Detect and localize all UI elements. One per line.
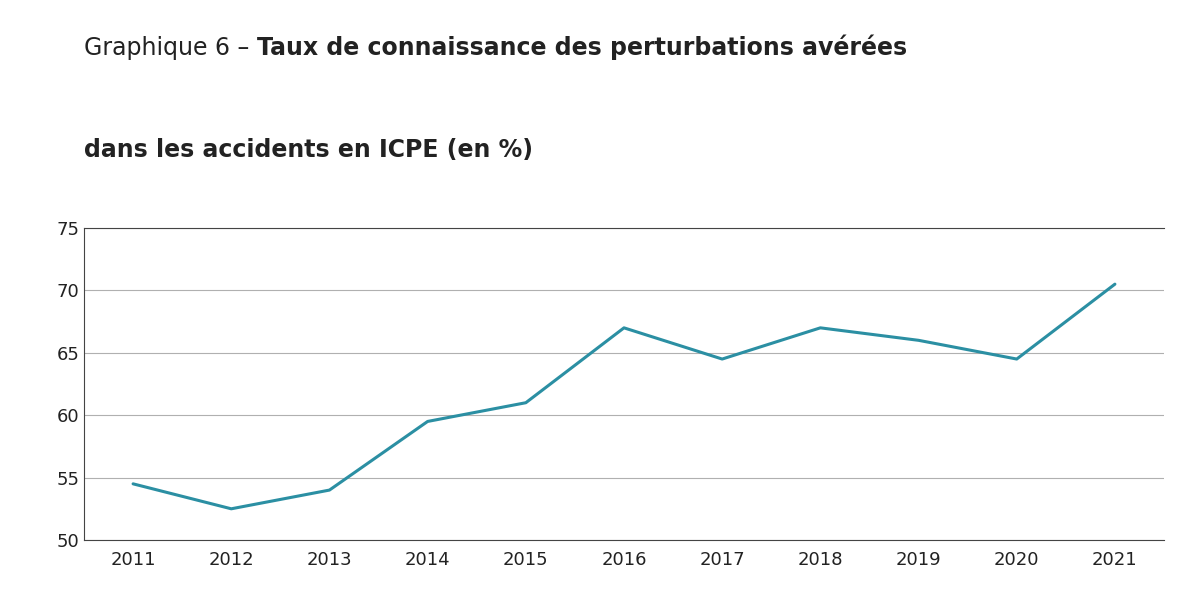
Text: Taux de connaissance des perturbations avérées: Taux de connaissance des perturbations a… [257, 34, 907, 60]
Text: dans les accidents en ICPE (en %): dans les accidents en ICPE (en %) [84, 138, 533, 162]
Text: Graphique 6 –: Graphique 6 – [84, 36, 257, 60]
